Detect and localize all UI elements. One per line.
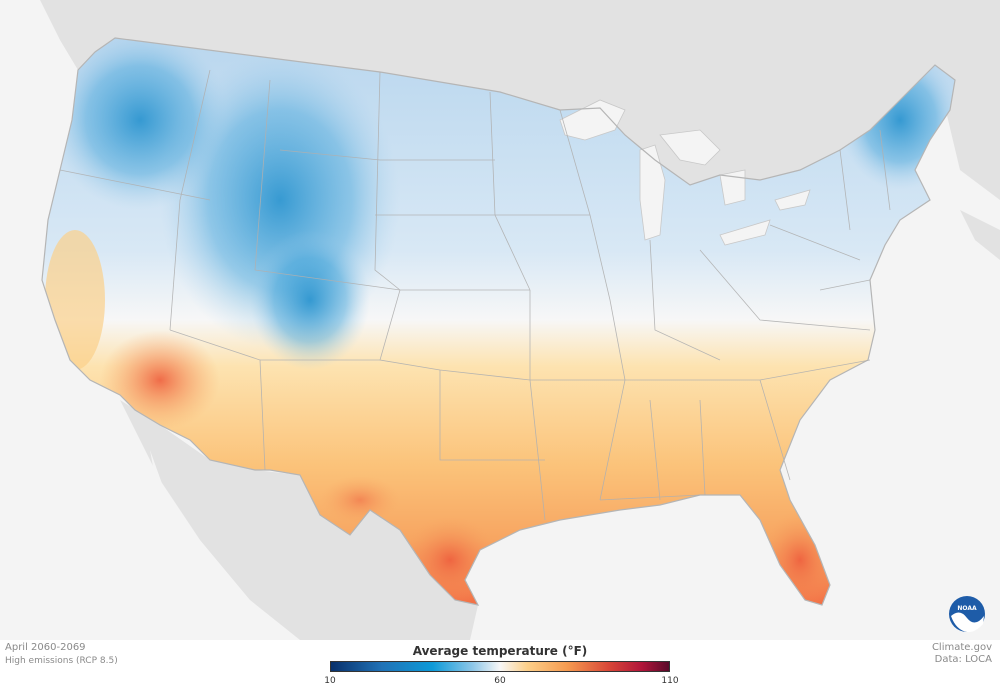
source-label: Data: LOCA [934, 654, 992, 665]
scenario-label: High emissions (RCP 8.5) [5, 656, 118, 666]
great-lakes [559, 99, 811, 246]
us-temperature-map: NOAA [0, 0, 1000, 640]
legend-tick-max: 110 [661, 676, 679, 686]
site-label: Climate.gov [931, 642, 992, 653]
noaa-logo-text: NOAA [957, 605, 977, 612]
footer: April 2060-2069 High emissions (RCP 8.5)… [0, 640, 1000, 690]
legend-tick-min: 10 [324, 676, 336, 686]
noaa-logo: NOAA [949, 596, 985, 633]
legend-title: Average temperature (°F) [412, 644, 588, 658]
gulf-of-california [150, 450, 230, 640]
map-area: NOAA [0, 0, 1000, 640]
legend-tick-mid: 60 [494, 676, 506, 686]
period-label: April 2060-2069 [5, 642, 86, 653]
canada-landmass [0, 0, 1000, 200]
state-borders [59, 69, 891, 521]
maritime-landmass [960, 210, 1000, 260]
legend-color-bar [330, 661, 670, 672]
